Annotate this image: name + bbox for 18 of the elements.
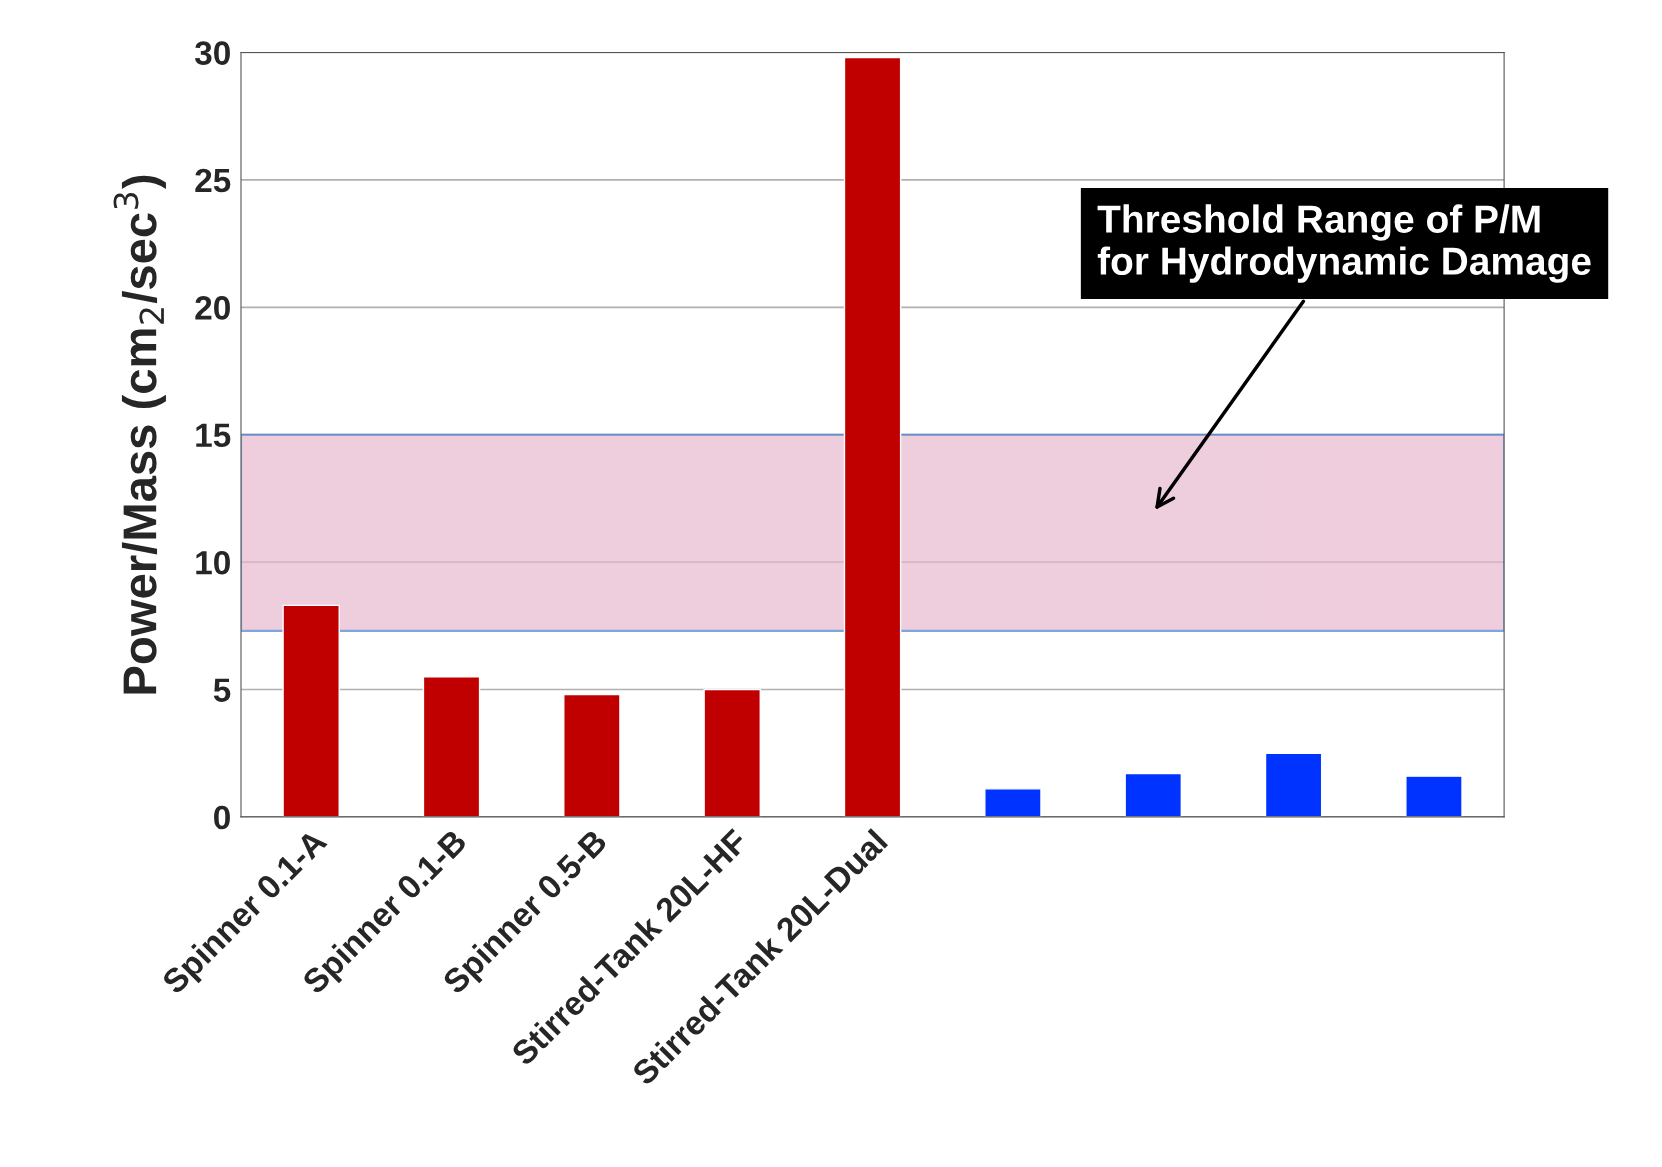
y-tick-label: 30 <box>194 41 230 65</box>
band-label: Threshold Range of P/M for Hydrodynamic Damage <box>1097 204 1591 283</box>
y-tick-label: 15 <box>196 423 231 448</box>
bar <box>1405 775 1463 817</box>
bar <box>422 676 481 817</box>
bar <box>282 604 340 817</box>
bar <box>1124 772 1183 817</box>
y-tick-label: 10 <box>196 550 230 575</box>
bar <box>703 688 761 817</box>
bar <box>843 56 902 817</box>
bar <box>984 788 1042 817</box>
y-axis-title: Power/Mass (cm$_{2}$/sec$^{3}$) <box>113 175 166 694</box>
y-tick-label: 20 <box>195 296 230 320</box>
y-tick-label: 5 <box>213 678 231 702</box>
y-tick-label: 0 <box>214 805 230 830</box>
bar <box>1264 752 1323 817</box>
bar <box>563 693 621 817</box>
y-tick-label: 25 <box>195 168 231 193</box>
